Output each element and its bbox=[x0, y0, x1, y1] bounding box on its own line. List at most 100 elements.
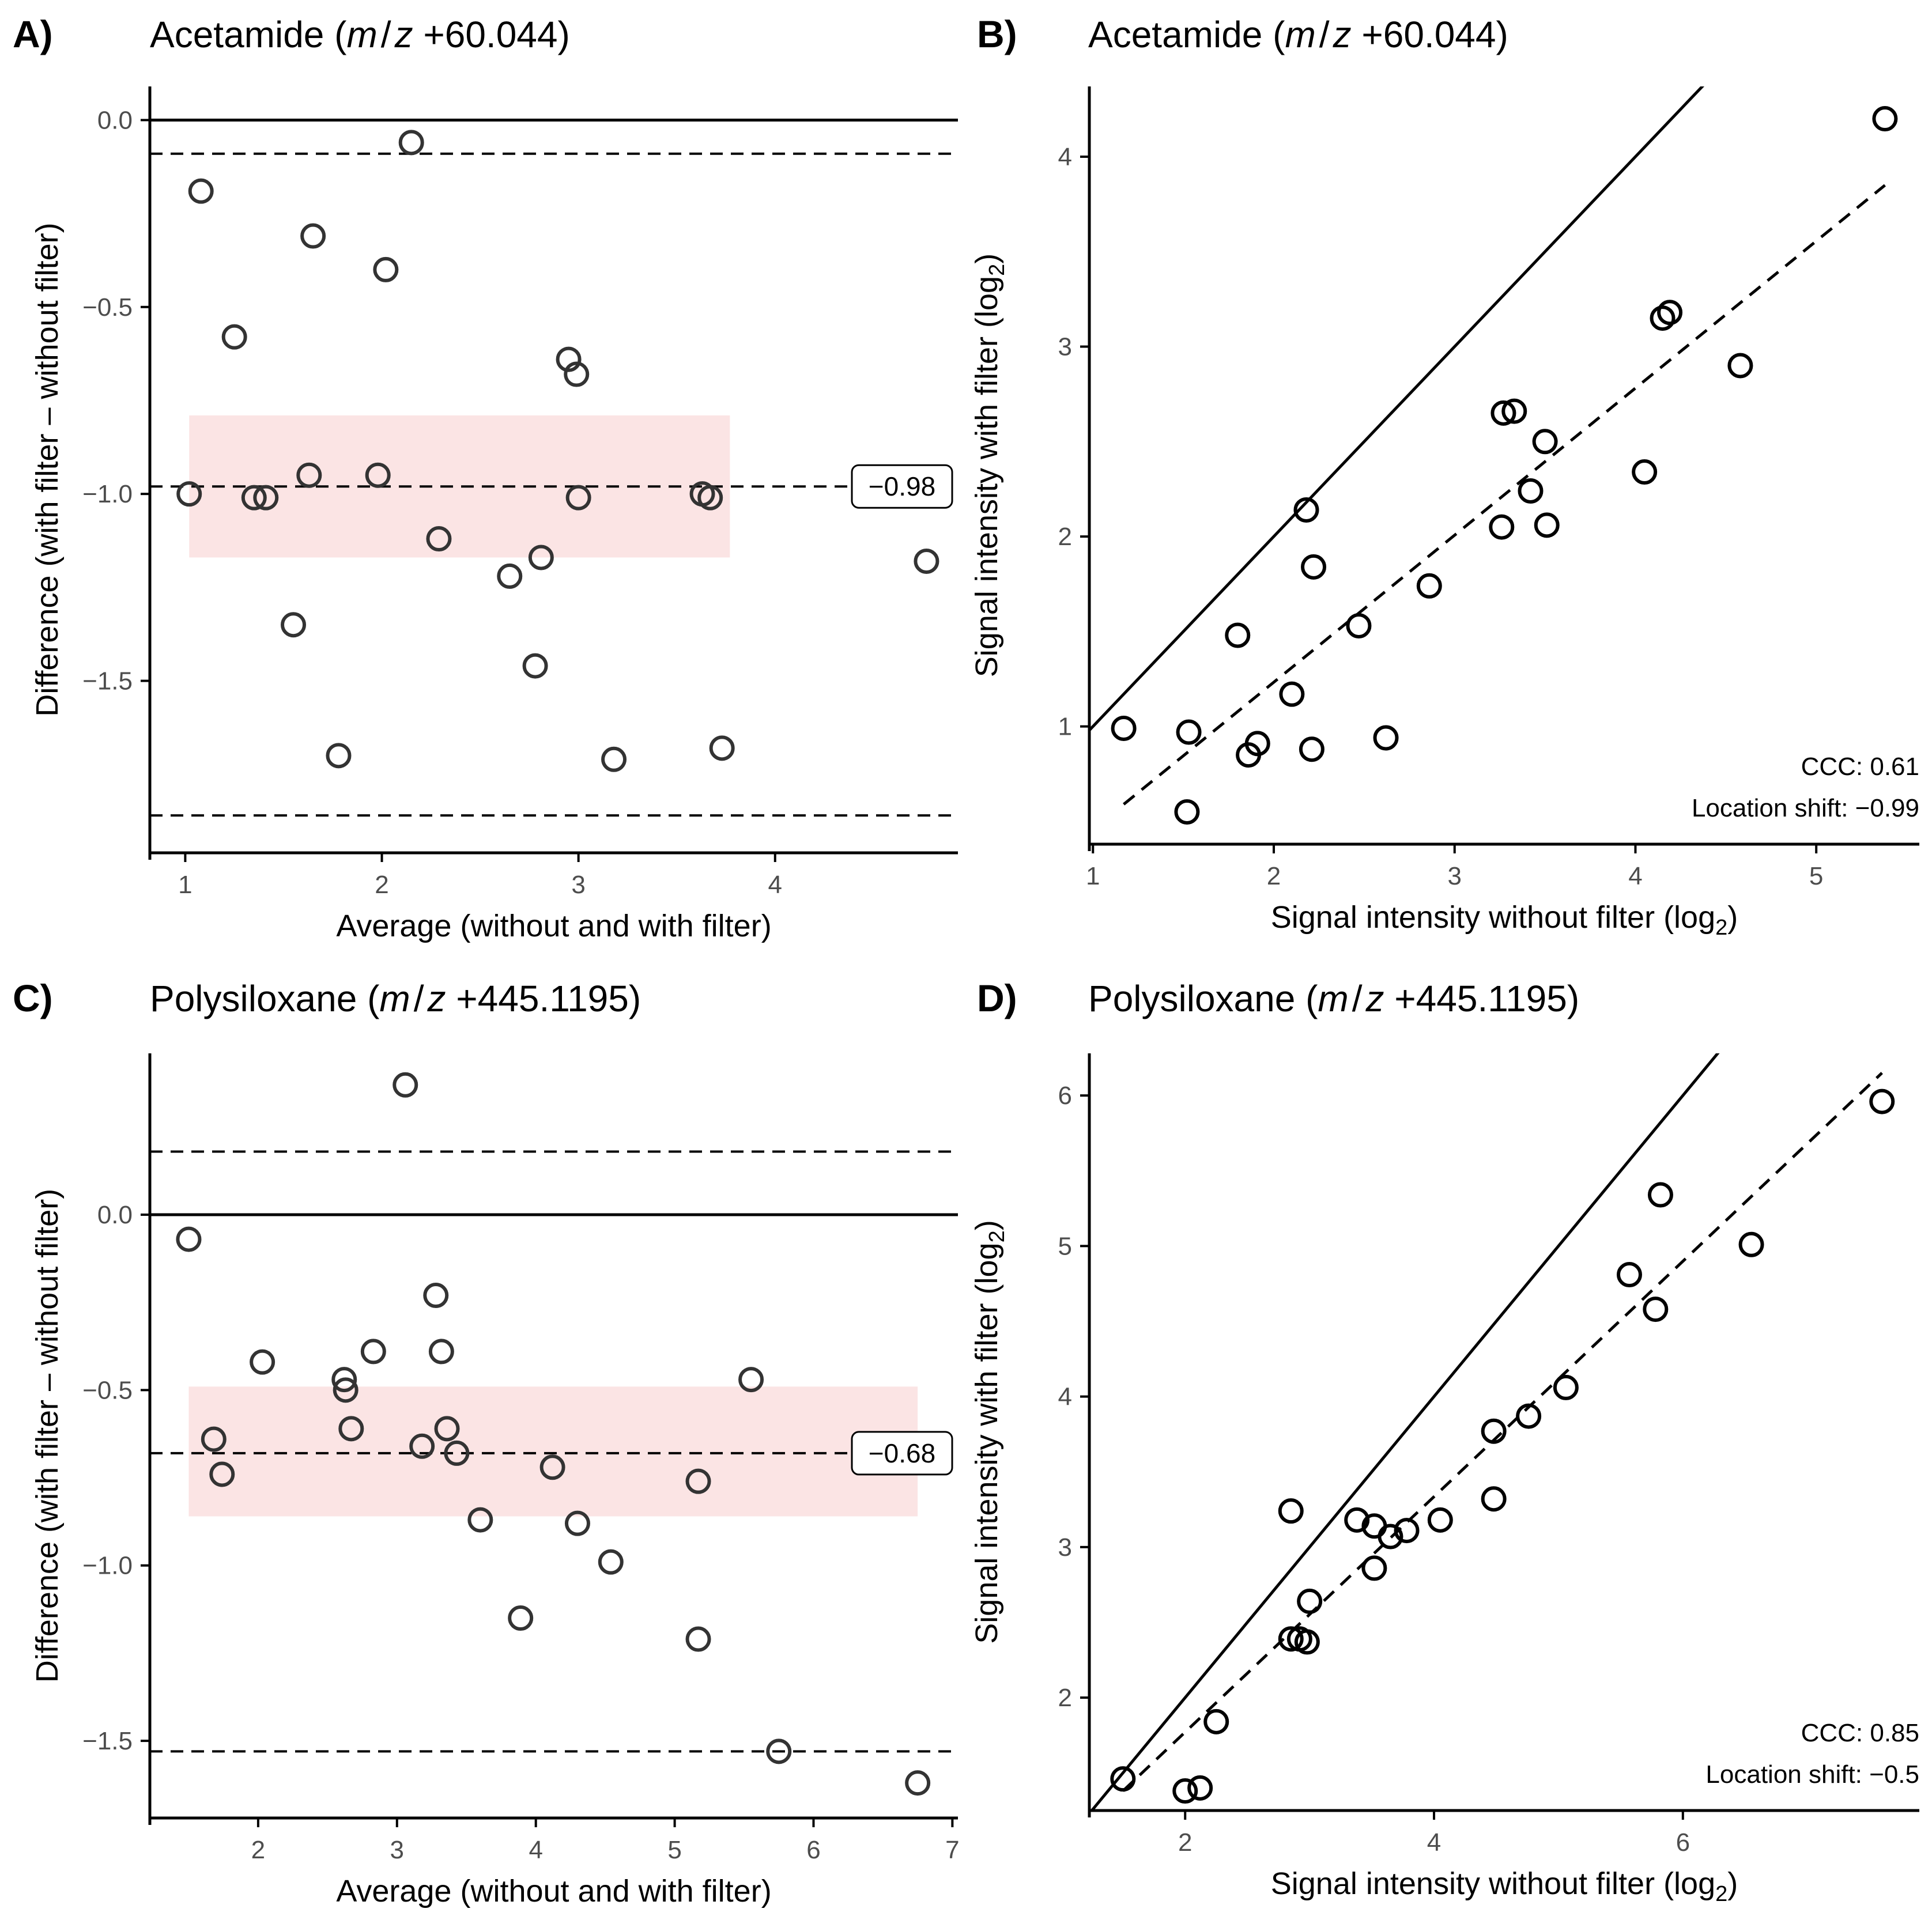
data-point bbox=[1225, 622, 1251, 648]
y-tick-label: −1.0 bbox=[82, 480, 133, 508]
data-point bbox=[1301, 554, 1327, 580]
reference-lines bbox=[150, 118, 958, 817]
data-point bbox=[365, 462, 391, 488]
x-axis-title-sub: 2 bbox=[1715, 916, 1727, 940]
data-point bbox=[697, 485, 723, 511]
data-point bbox=[914, 548, 939, 574]
x-axis-title-end: ) bbox=[1727, 1866, 1738, 1901]
panel-a: A) Acetamide (m/z +60.044) 1 2 3 4 0.0 −0.5 −1.0… bbox=[13, 13, 958, 943]
data-point bbox=[1738, 1231, 1764, 1257]
data-point bbox=[601, 746, 627, 772]
data-point bbox=[221, 324, 247, 350]
x-tick-label: 3 bbox=[1447, 862, 1461, 890]
x-tick-label: 4 bbox=[1427, 1828, 1441, 1857]
chart-title: Acetamide (m/z +60.044) bbox=[150, 14, 570, 55]
y-axis-title-sub: 2 bbox=[985, 1230, 1009, 1242]
mean-label-box bbox=[851, 1431, 953, 1476]
data-point bbox=[1110, 1766, 1136, 1792]
ccc-label: CCC: 0.85 bbox=[1801, 1719, 1919, 1747]
data-point bbox=[1532, 429, 1558, 455]
x-tick-label: 4 bbox=[768, 871, 782, 899]
x-tick-label: 2 bbox=[1178, 1828, 1192, 1857]
data-point bbox=[1518, 478, 1544, 504]
x-tick-label: 1 bbox=[1086, 862, 1100, 890]
title-value: +445.1195) bbox=[446, 978, 642, 1019]
title-mz-slash: / bbox=[1352, 978, 1363, 1019]
data-point bbox=[434, 1416, 460, 1442]
data-point bbox=[556, 346, 582, 372]
y-axis-title-main: Signal intensity with filter (log bbox=[969, 1242, 1004, 1643]
data-point bbox=[508, 1605, 534, 1631]
data-point bbox=[1872, 106, 1898, 132]
data-point bbox=[1344, 1507, 1370, 1533]
data-point bbox=[1378, 1524, 1403, 1549]
data-point bbox=[1278, 1626, 1304, 1652]
y-axis-title-main: Signal intensity with filter (log bbox=[969, 276, 1004, 677]
panel-c: C) Polysiloxane (m/z +445.1195) 2 3 4 5 6 7 0.0 −… bbox=[13, 977, 960, 1908]
data-point bbox=[709, 735, 735, 761]
chart-title: Polysiloxane (m/z +445.1195) bbox=[150, 978, 641, 1019]
y-tick-label: −0.5 bbox=[82, 1376, 133, 1404]
data-point bbox=[1489, 514, 1515, 540]
panel-label: A) bbox=[13, 13, 53, 55]
data-point bbox=[331, 1367, 357, 1393]
data-point bbox=[1553, 1374, 1579, 1400]
y-axis-title-end: ) bbox=[969, 254, 1004, 264]
x-axis-title-main: Signal intensity without filter (log bbox=[1271, 1866, 1715, 1901]
reference-lines bbox=[1089, 86, 1886, 806]
x-axis-title-sub: 2 bbox=[1715, 1882, 1727, 1906]
x-tick-label: 3 bbox=[571, 871, 585, 899]
data-point bbox=[467, 1507, 493, 1533]
y-axis-title-sub: 2 bbox=[985, 264, 1009, 276]
x-axis-title: Signal intensity without filter (log2) bbox=[1271, 900, 1738, 940]
data-point bbox=[1427, 1507, 1453, 1533]
data-point bbox=[1346, 613, 1372, 638]
x-tick-label: 1 bbox=[178, 871, 192, 899]
data-point bbox=[1394, 1518, 1420, 1544]
data-point bbox=[423, 1283, 449, 1309]
x-tick-label: 4 bbox=[529, 1836, 542, 1864]
data-point bbox=[1647, 1182, 1673, 1208]
y-tick-label: 2 bbox=[1058, 523, 1072, 551]
data-point bbox=[360, 1339, 386, 1365]
data-point bbox=[209, 1461, 235, 1487]
x-axis-title: Average (without and with filter) bbox=[336, 909, 771, 943]
x-tick-label: 6 bbox=[1676, 1828, 1690, 1857]
x-tick-label: 2 bbox=[375, 871, 388, 899]
title-name: Polysiloxane ( bbox=[150, 978, 379, 1019]
data-point bbox=[1203, 1709, 1229, 1734]
data-point bbox=[1416, 573, 1442, 599]
data-point bbox=[250, 1349, 276, 1375]
data-point bbox=[176, 481, 202, 507]
x-axis-title-end: ) bbox=[1727, 900, 1738, 935]
title-value: +60.044) bbox=[1352, 14, 1508, 55]
y-tick-label: 5 bbox=[1058, 1232, 1072, 1260]
data-point bbox=[497, 563, 523, 589]
x-tick-label: 5 bbox=[1809, 862, 1823, 890]
data-point bbox=[241, 485, 267, 511]
data-point bbox=[1361, 1555, 1387, 1581]
location-shift-label: Location shift: −0.5 bbox=[1705, 1760, 1919, 1789]
reference-lines bbox=[150, 1150, 958, 1753]
x-tick-label: 2 bbox=[1267, 862, 1281, 890]
fit-line bbox=[1123, 184, 1886, 806]
mean-label: −0.68 bbox=[869, 1438, 935, 1468]
data-point bbox=[338, 1416, 364, 1442]
data-point bbox=[1869, 1088, 1895, 1114]
data-point bbox=[905, 1770, 931, 1796]
data-point bbox=[253, 485, 279, 511]
data-point bbox=[326, 743, 352, 769]
data-point bbox=[598, 1549, 624, 1575]
x-axis-title: Average (without and with filter) bbox=[336, 1874, 771, 1908]
y-axis-title: Signal intensity with filter (log2) bbox=[969, 254, 1009, 677]
data-point bbox=[1299, 736, 1325, 762]
data-point bbox=[564, 361, 590, 387]
data-point bbox=[1174, 799, 1200, 825]
fit-line bbox=[1122, 1072, 1883, 1792]
title-mz-z: z bbox=[1333, 14, 1352, 55]
y-axis-title: Difference (with filter – without filter… bbox=[30, 1189, 65, 1683]
panel-label: D) bbox=[977, 977, 1017, 1019]
title-mz-z: z bbox=[394, 14, 413, 55]
title-name: Acetamide ( bbox=[150, 14, 346, 55]
